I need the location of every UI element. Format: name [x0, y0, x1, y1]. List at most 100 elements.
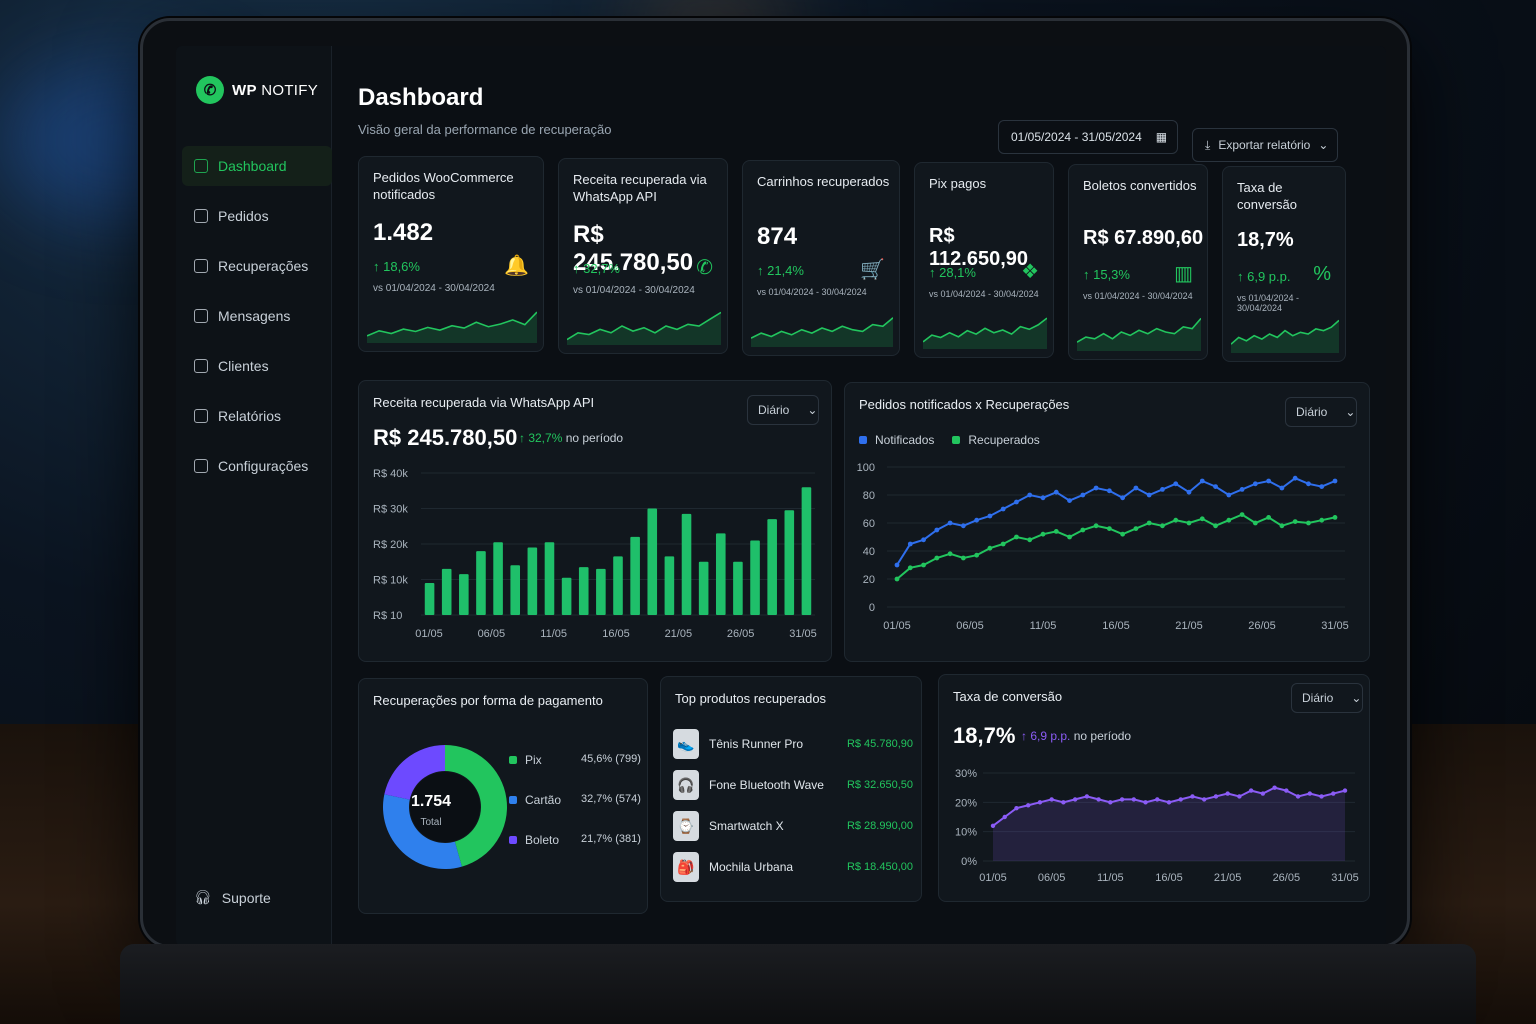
data-point — [1226, 517, 1232, 523]
data-point — [1093, 523, 1099, 529]
donut-slice-pix — [445, 745, 507, 867]
data-point — [1202, 797, 1207, 802]
revenue-change: ↑ 32,7% no período — [519, 431, 623, 445]
y-tick-label: 10% — [955, 827, 977, 839]
data-point — [1000, 541, 1006, 547]
kpi-title: Taxa de conversão — [1237, 180, 1297, 212]
data-point — [1225, 791, 1230, 796]
kpi-sparkline — [923, 317, 1047, 349]
data-point — [1027, 537, 1033, 543]
data-point — [1199, 478, 1205, 484]
data-point — [1213, 484, 1218, 489]
revenue-chart-card: Receita recuperada via WhatsApp API Diár… — [358, 380, 832, 662]
home-icon — [194, 159, 208, 173]
cart-icon: 🛒 — [860, 259, 885, 281]
revenue-bar — [441, 568, 452, 615]
sidebar-item-refresh[interactable]: Recuperações — [182, 246, 332, 286]
data-point — [1260, 791, 1266, 796]
data-point — [1106, 488, 1112, 494]
x-tick-label: 11/05 — [1097, 872, 1124, 884]
orders-legend: Notificados Recuperados — [859, 433, 1040, 447]
logo-text: WP NOTIFY — [232, 81, 319, 99]
sidebar-item-label: Relatórios — [218, 408, 282, 424]
data-point — [1252, 481, 1258, 487]
export-report-button[interactable]: ⤓ Exportar relatório ⌄ — [1192, 128, 1338, 162]
data-point — [1131, 797, 1136, 802]
data-point — [1252, 520, 1258, 526]
revenue-bar-chart: R$ 10 R$ 10k R$ 20k R$ 30k R$ 40k 01/05 06/05 1… — [373, 468, 817, 640]
conversion-line-chart: 0% 10% 20% 30% 01/05 06/05 11/05 16/05 21/05 26/0… — [955, 768, 1359, 884]
revenue-total: R$ 245.780,50 — [373, 425, 518, 450]
data-point — [1096, 797, 1101, 802]
kpi-comparison: vs 01/04/2024 - 30/04/2024 — [1083, 291, 1193, 301]
revenue-chart-title: Receita recuperada via WhatsApp API — [373, 395, 595, 410]
data-point — [1178, 797, 1183, 802]
support-label: Suporte — [221, 889, 271, 906]
data-point — [1146, 520, 1152, 526]
y-tick-label: R$ 20k — [373, 539, 408, 551]
conversion-card: Taxa de conversão Diário ⌄ 18,7% ↑ 6,9 p… — [938, 674, 1370, 902]
page-subtitle: Visão geral da performance de recuperaçã… — [358, 122, 612, 137]
users-icon — [194, 359, 208, 373]
calendar-icon: ▦ — [1155, 130, 1168, 144]
sidebar-item-gear[interactable]: Configurações — [182, 446, 332, 486]
sparkline-line — [751, 317, 893, 339]
revenue-bar — [424, 583, 435, 615]
sidebar-item-label: Pedidos — [218, 208, 269, 224]
kpi-change: ↑ 28,1% — [929, 265, 976, 280]
sidebar-item-report[interactable]: Relatórios — [182, 396, 332, 436]
x-tick-label: 21/05 — [1214, 872, 1242, 884]
sparkline-area — [923, 318, 1047, 349]
support-link[interactable]: 🎧︎ Suporte — [194, 889, 271, 906]
revenue-period-dropdown[interactable]: Diário ⌄ — [747, 395, 819, 425]
kpi-comparison: vs 01/04/2024 - 30/04/2024 — [373, 283, 495, 294]
revenue-bar — [801, 487, 812, 615]
revenue-bar — [784, 510, 795, 615]
y-tick-label: 0 — [869, 602, 875, 614]
logo[interactable]: ✆ WP NOTIFY — [196, 76, 318, 104]
percent-icon: % — [1313, 263, 1331, 285]
data-point — [974, 552, 980, 558]
kpi-change: ↑ 32,7% — [573, 261, 620, 276]
sidebar-item-home[interactable]: Dashboard — [182, 146, 332, 186]
sidebar-item-users[interactable]: Clientes — [182, 346, 332, 386]
payments-total: 1.754 — [410, 793, 452, 810]
data-point — [1319, 794, 1324, 799]
date-range-picker[interactable]: 01/05/2024 - 31/05/2024 ▦ — [998, 120, 1178, 154]
y-tick-label: 0% — [961, 856, 977, 868]
data-point — [1026, 803, 1031, 808]
payment-value: 21,7% (381) — [581, 833, 641, 845]
sparkline-line — [1077, 317, 1201, 343]
sidebar-item-chat[interactable]: Mensagens — [182, 296, 332, 336]
data-point — [1160, 487, 1165, 492]
data-point — [1002, 814, 1007, 820]
payments-card: Recuperações por forma de pagamento 1.75… — [358, 678, 648, 914]
kpi-value: R$ 67.890,60 — [1083, 227, 1204, 249]
data-point — [1084, 794, 1090, 799]
kpi-card: Pedidos WooCommerce notificados 1.482 ↑ … — [358, 156, 544, 352]
product-name: Mochila Urbana — [709, 860, 794, 874]
product-row[interactable]: 🎒 Mochila Urbana R$ 18.450,00 — [673, 850, 913, 884]
product-revenue: R$ 18.450,00 — [846, 861, 913, 873]
sparkline-line — [367, 311, 537, 337]
sparkline-line — [1231, 319, 1339, 345]
kpi-value: 18,7% — [1237, 229, 1294, 251]
data-point — [1067, 534, 1072, 540]
product-row[interactable]: 👟 Tênis Runner Pro R$ 45.780,90 — [673, 727, 913, 761]
chevron-down-icon: ⌄ — [1345, 405, 1356, 419]
product-row[interactable]: ⌚ Smartwatch X R$ 28.990,00 — [673, 809, 913, 843]
sidebar: ✆ WP NOTIFY Dashboard Pedidos Recuperações… — [176, 46, 332, 946]
sidebar-item-bag[interactable]: Pedidos — [182, 196, 332, 236]
period-value: Diário — [1302, 691, 1334, 705]
data-point — [1155, 797, 1160, 802]
data-point — [907, 565, 913, 571]
y-tick-label: 40 — [863, 546, 875, 558]
orders-period-dropdown[interactable]: Diário ⌄ — [1285, 397, 1357, 427]
conversion-period-dropdown[interactable]: Diário ⌄ — [1291, 683, 1363, 713]
x-tick-label: 26/05 — [1248, 620, 1276, 632]
data-point — [1146, 492, 1152, 498]
data-point — [1292, 475, 1298, 481]
product-row[interactable]: 🎧 Fone Bluetooth Wave R$ 32.650,50 — [673, 768, 913, 802]
backpack-icon: 🎒 — [673, 852, 699, 882]
payment-legend-pix: Pix — [509, 753, 639, 767]
